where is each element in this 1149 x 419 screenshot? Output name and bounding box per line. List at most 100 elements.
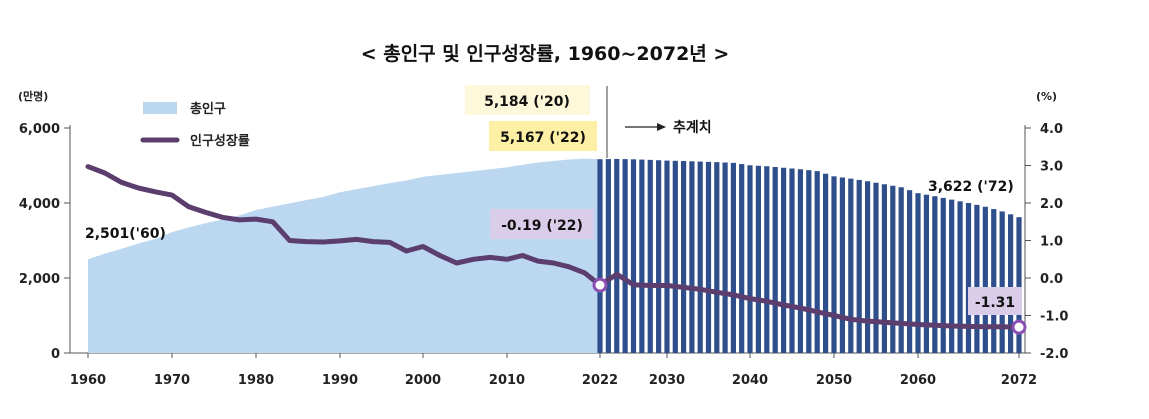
population-projection-bar (614, 158, 620, 353)
callout-gr2072-text: -1.31 (975, 295, 1015, 311)
population-projection-bar (672, 160, 678, 353)
population-projection-bar (1007, 214, 1014, 353)
x-tick-label: 1980 (238, 373, 274, 388)
population-projection-bar (597, 159, 603, 353)
callout-gr2022-text: -0.19 ('22) (501, 218, 583, 234)
population-projection-bar (940, 197, 946, 353)
population-projection-bar (747, 165, 753, 353)
x-tick-label: 2010 (489, 373, 525, 388)
population-projection-bar (932, 196, 938, 353)
population-projection-bar (689, 161, 695, 353)
callout-2072-pop-text: 3,622 ('72) (928, 179, 1014, 195)
x-tick-label: 1990 (322, 373, 358, 388)
x-tick-label: 2060 (900, 373, 936, 388)
population-projection-bar (831, 176, 837, 353)
annotations: 5,184 ('20) 5,167 ('22) 2,501('60) 3,622… (85, 85, 1022, 315)
population-projection-bar (1016, 217, 1022, 353)
growth-marker-2022 (592, 277, 608, 293)
right-tick-label: 3.0 (1040, 160, 1063, 175)
population-observed-area (88, 158, 600, 353)
population-projection-bar (639, 159, 645, 353)
population-projection-bar (890, 185, 896, 353)
callout-2022-text: 5,167 ('22) (500, 130, 586, 146)
population-projection-bar (781, 167, 787, 353)
right-tick-label: -1.0 (1040, 310, 1068, 325)
x-tick-label: 2040 (732, 373, 768, 388)
right-tick-label: 2.0 (1040, 197, 1063, 212)
population-projection-bar (714, 162, 720, 353)
x-tick-label: 2072 (1001, 373, 1037, 388)
legend-growth-label: 인구성장률 (190, 133, 250, 149)
callout-gr2022-box (490, 209, 594, 239)
projection-arrow-head (657, 123, 666, 131)
population-projection-bar (797, 169, 803, 353)
population-projection-bar (622, 159, 628, 353)
legend-population-label: 총인구 (190, 101, 226, 117)
population-projection-bar (764, 166, 770, 353)
population-projection-bar (755, 165, 761, 353)
population-projection-bar (991, 209, 997, 353)
legend: 총인구 인구성장률 (140, 101, 250, 149)
left-tick-label: 6,000 (19, 122, 60, 137)
x-tick-label: 1960 (70, 373, 106, 388)
population-projection-bar (999, 211, 1005, 353)
growth-rate-line (85, 164, 1022, 330)
x-tick-label: 2050 (816, 373, 852, 388)
population-projection-bar (957, 201, 963, 353)
population-projection-bar (705, 161, 712, 353)
growth-marker-2072 (1011, 319, 1027, 335)
callout-2020-box (465, 85, 590, 115)
population-projection-bar (907, 190, 913, 353)
population-projection-bar (697, 161, 703, 353)
population-projection-bar (647, 159, 653, 353)
population-projection-bar (823, 173, 829, 353)
population-projection-bar (949, 199, 955, 353)
population-projection-bar (730, 162, 736, 353)
left-tick-label: 4,000 (19, 197, 60, 212)
right-tick-label: 0.0 (1040, 272, 1063, 287)
population-projection-bar (865, 181, 871, 353)
population-projection-bar (656, 160, 662, 353)
callout-2022-box (489, 121, 597, 151)
right-axis-unit: (%) (1036, 90, 1057, 103)
population-projection-bar (856, 179, 862, 353)
callout-gr2072-box (968, 287, 1022, 315)
projection-label: 추계치 (673, 120, 712, 136)
population-projection-bar (965, 203, 972, 353)
population-projection-bar (772, 167, 778, 353)
population-projection-bar (664, 160, 670, 353)
left-tick-label: 0 (51, 347, 60, 362)
callout-2020-text: 5,184 ('20) (484, 94, 570, 110)
population-projection-bar (630, 159, 637, 353)
left-axis-unit: (만명) (18, 89, 48, 103)
population-projection-bar (806, 170, 812, 353)
population-projection-bar (982, 206, 988, 353)
right-tick-label: -2.0 (1040, 347, 1068, 362)
x-tick-label: 2030 (649, 373, 685, 388)
population-projection-bar (915, 193, 921, 353)
population-projection-bar (605, 159, 611, 353)
legend-population-swatch (143, 102, 177, 114)
x-tick-label: 1970 (154, 373, 190, 388)
population-projection-bar (848, 178, 854, 353)
population-projection-bar (789, 168, 795, 353)
population-projection-bar (839, 177, 845, 353)
population-projection-bar (814, 171, 820, 353)
population-projection-bar (974, 204, 980, 353)
population-projection-bar (881, 184, 887, 353)
population-projection-bar (739, 164, 745, 353)
callout-1960-text: 2,501('60) (85, 226, 166, 242)
population-projection-bar (923, 194, 930, 353)
population-projection-bar (722, 162, 728, 353)
population-projection-bar (873, 182, 879, 353)
x-tick-label: 2022 (582, 373, 618, 388)
population-projection-bar (681, 161, 687, 353)
right-tick-label: 4.0 (1040, 122, 1063, 137)
projection-label-group: 추계치 (625, 120, 712, 136)
chart-title: < 총인구 및 인구성장률, 1960~2072년 > (361, 43, 730, 65)
right-tick-label: 1.0 (1040, 235, 1063, 250)
left-tick-label: 2,000 (19, 272, 60, 287)
population-projection-bar (898, 187, 904, 353)
population-projection-bars (597, 158, 1022, 353)
